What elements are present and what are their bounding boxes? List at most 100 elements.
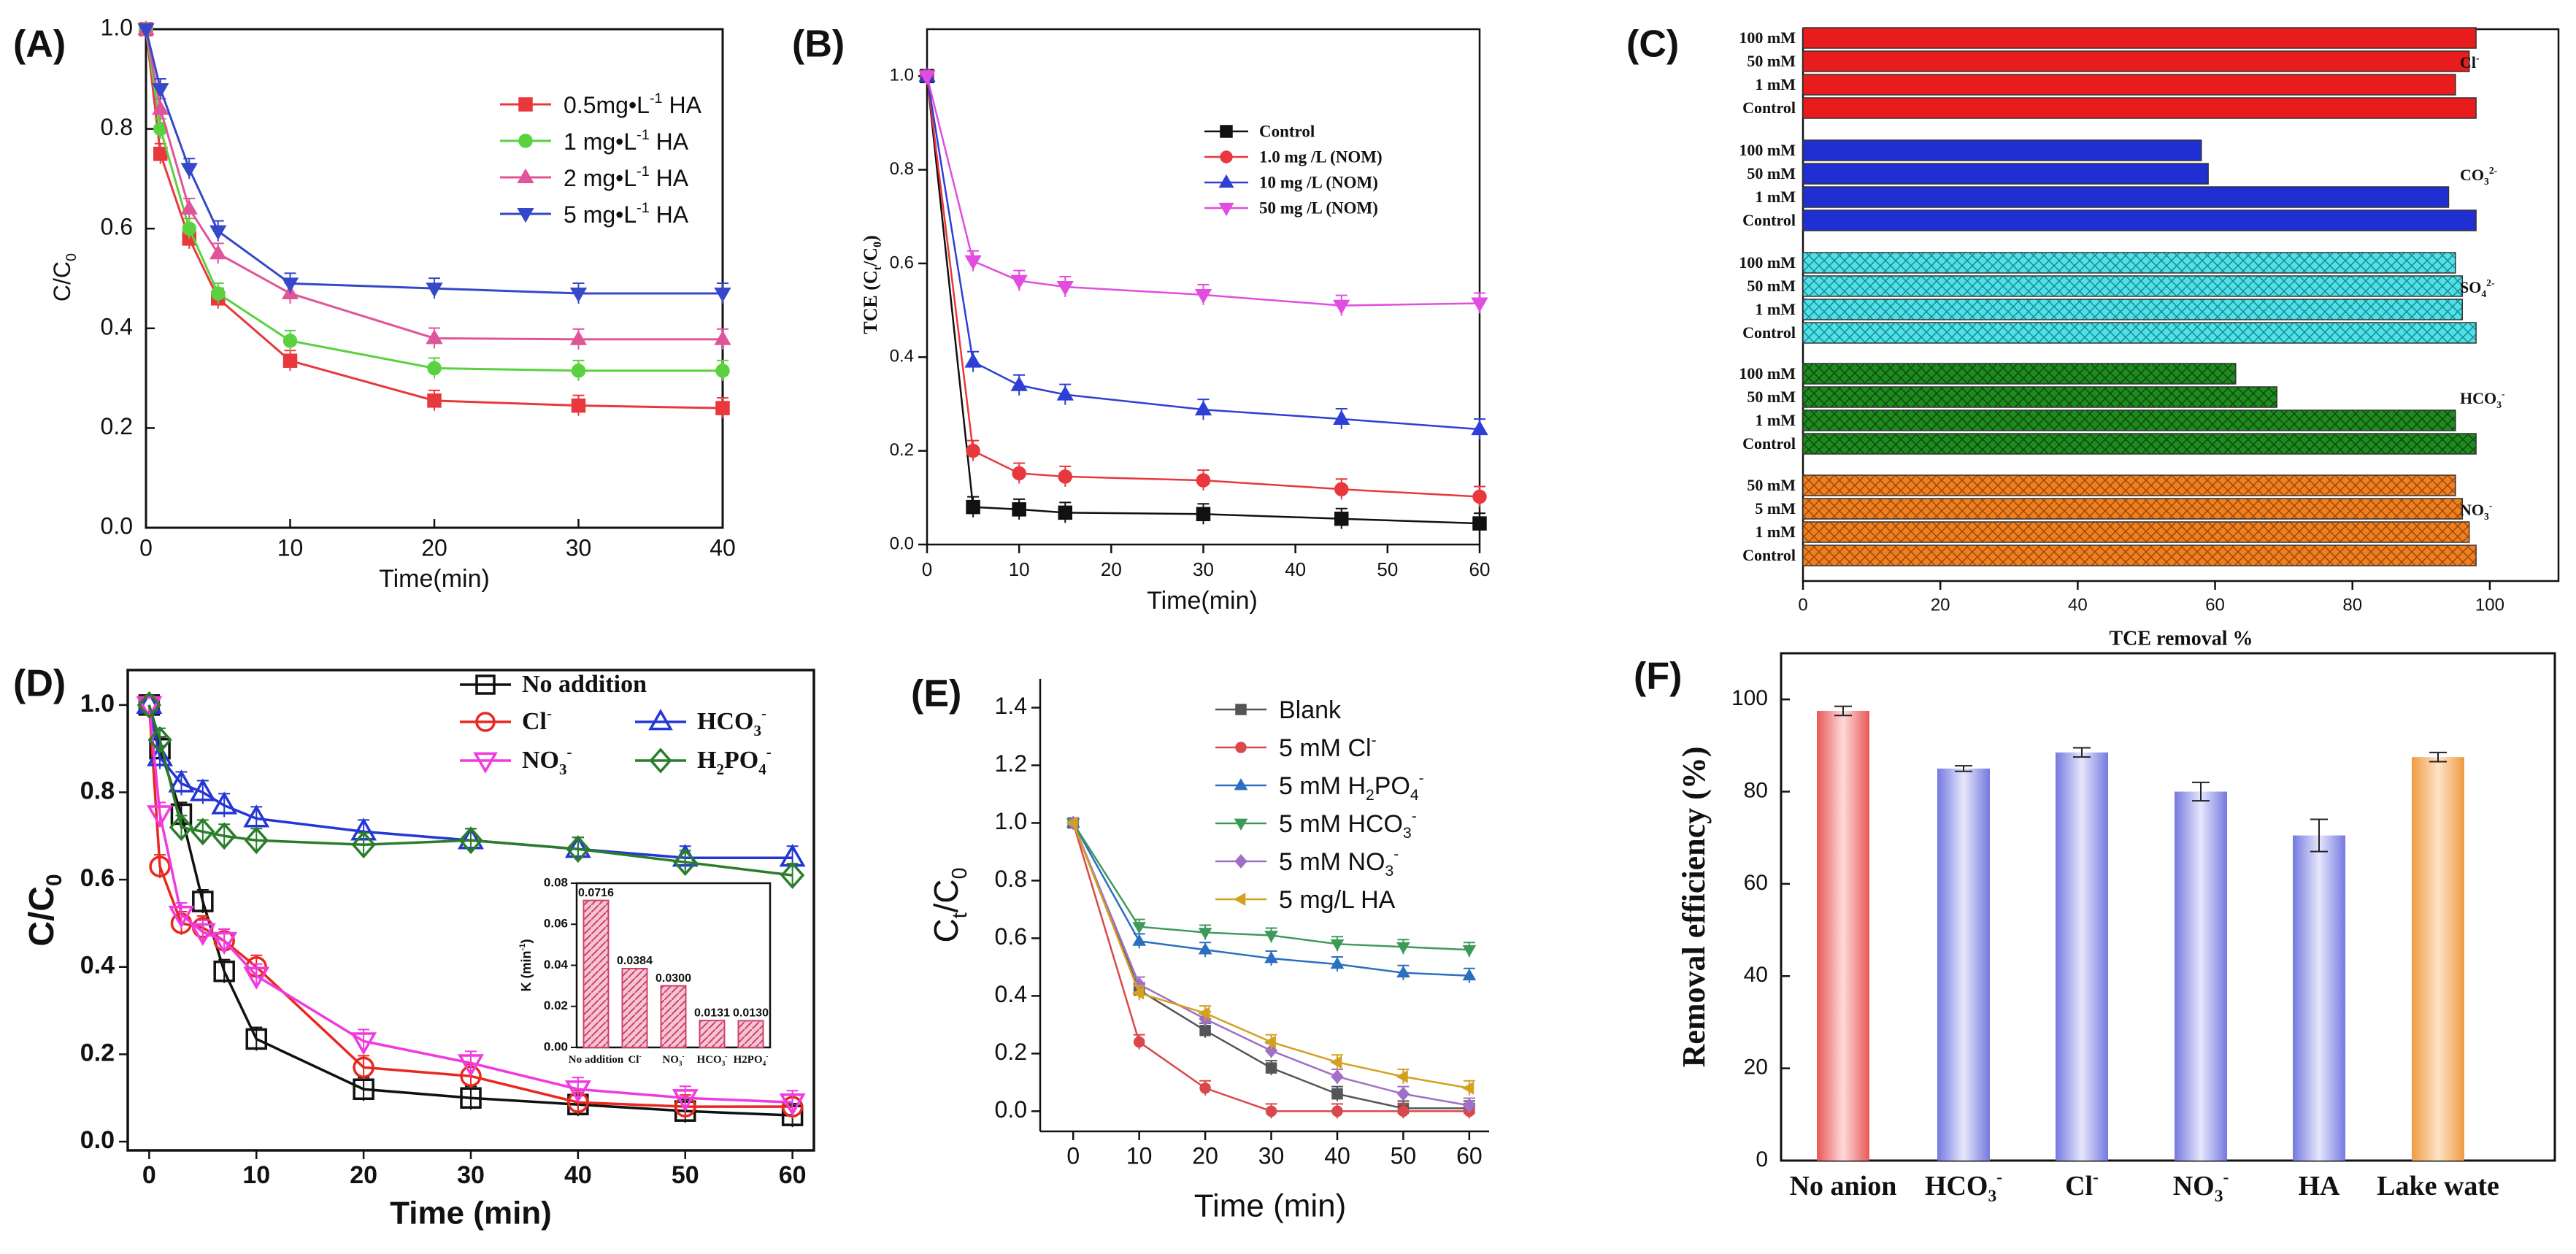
series-line	[145, 28, 723, 372]
data-point	[966, 499, 980, 515]
x-axis-title: Time (min)	[1194, 1188, 1347, 1224]
text-span: HCO	[2460, 389, 2496, 407]
x-tick-label: 10	[1009, 558, 1030, 580]
data-point	[282, 353, 298, 368]
data-point	[353, 1056, 374, 1079]
text-span: -	[1393, 846, 1399, 863]
text-span: -	[547, 704, 552, 722]
legend-label: 5 mg•L-1 HA	[564, 200, 689, 228]
text-span: 3	[1988, 1187, 1996, 1206]
text-span: 2-	[2489, 165, 2498, 176]
data-point	[427, 393, 442, 408]
x-tick-label: 60	[1469, 558, 1491, 580]
legend-marker	[517, 208, 534, 223]
y-tick-label: 1.0	[995, 808, 1027, 834]
y-tick-label: 1.0	[80, 690, 115, 718]
y-tick-label: 0.6	[890, 253, 914, 272]
text-span: Cl	[522, 708, 547, 735]
x-tick-label: 40	[710, 534, 736, 561]
x-axis-title: Time (min)	[390, 1196, 552, 1231]
legend-marker	[1235, 742, 1247, 753]
y-tick-label: 0.2	[995, 1039, 1027, 1065]
x-tick-label: 50	[1377, 558, 1398, 580]
text-span: HCO	[697, 708, 753, 735]
legend-marker	[648, 709, 673, 731]
data-point	[1265, 1105, 1277, 1118]
x-tick-label: 0	[139, 534, 153, 561]
x-tick-label: NO3-	[2173, 1168, 2229, 1206]
legend-marker	[1234, 893, 1246, 906]
x-tick-label: HCO3-	[1925, 1168, 2002, 1206]
bar-group-4: 50 mM 5 mM 1 mM Control NO3-	[1742, 474, 2493, 566]
panel-label: (E)	[911, 673, 961, 715]
inset-x-tick-label: Cl-	[628, 1053, 641, 1066]
inset-bar	[583, 899, 610, 1048]
data-point	[1264, 1035, 1276, 1049]
bar	[1802, 97, 2477, 119]
bar-group-3: 100 mM 50 mM 1 mM Control HCO3-	[1739, 363, 2505, 455]
panel-label: (C)	[1626, 23, 1679, 66]
series-4	[137, 691, 805, 890]
data-point	[209, 225, 227, 240]
text-span: -	[2502, 388, 2505, 399]
data-point	[715, 401, 730, 415]
bar	[1802, 545, 2477, 566]
x-tick-label: 100	[2475, 595, 2504, 615]
x-tick-label: 80	[2342, 595, 2362, 615]
series-1	[1067, 817, 1475, 1119]
y-axis-title: C/C0	[23, 874, 67, 946]
bar	[1802, 74, 2456, 96]
data-point	[1264, 1043, 1278, 1058]
x-tick-label: 20	[421, 534, 447, 561]
series-line	[926, 75, 1480, 431]
series-line	[145, 28, 723, 341]
text-span: 0.5mg•L	[564, 92, 650, 118]
text-span: 5 mg•L	[564, 201, 637, 228]
text-span: -	[567, 743, 572, 761]
text-span: Cl	[2065, 1171, 2093, 1201]
data-point	[147, 726, 172, 754]
data-point	[1331, 1069, 1344, 1084]
x-tick-label: 50	[1391, 1142, 1417, 1169]
text-span: )	[860, 235, 881, 242]
data-point	[1462, 945, 1477, 958]
legend-label: Blank	[1279, 696, 1342, 724]
x-tick-label: 40	[1324, 1142, 1350, 1169]
text-span: No anion	[1790, 1171, 1897, 1201]
bar-category-label: 100 mM	[1739, 28, 1796, 47]
group-ion-label: CO32-	[2460, 165, 2498, 187]
data-point	[1265, 1062, 1277, 1074]
data-point	[245, 1028, 267, 1050]
data-point	[1010, 376, 1028, 391]
series-1	[920, 69, 1487, 507]
bar	[1802, 50, 2470, 72]
text-span: -	[1412, 808, 1417, 825]
data-point	[1330, 939, 1345, 952]
bar-category-label: 100 mM	[1739, 364, 1796, 382]
series-0	[920, 69, 1487, 534]
text-span: No addition	[569, 1054, 624, 1066]
bar	[1817, 710, 1869, 1161]
data-point	[1133, 1036, 1145, 1048]
data-point	[1196, 473, 1211, 488]
inset-x-tick-label: H2PO4-	[734, 1053, 769, 1068]
text-span: HCO	[697, 1054, 722, 1066]
legend-label: NO3-	[522, 743, 572, 778]
bar	[1802, 252, 2456, 274]
y-tick-label: 0.4	[890, 347, 914, 366]
bar-group-2: 100 mM 50 mM 1 mM Control SO42-	[1739, 252, 2495, 344]
bar-category-label: 1 mM	[1755, 523, 1796, 541]
bar-category-label: 100 mM	[1739, 253, 1796, 272]
legend-marker	[1220, 125, 1233, 138]
data-point	[1012, 502, 1026, 517]
group-ion-label: SO42-	[2460, 277, 2495, 299]
data-point	[1056, 385, 1074, 401]
y-tick-label: 0.6	[80, 864, 115, 892]
data-point	[779, 1093, 806, 1117]
data-point	[243, 966, 270, 990]
data-point	[780, 861, 805, 890]
data-point	[1194, 288, 1212, 304]
text-span: No addition	[522, 671, 647, 698]
y-tick-label: 0.4	[101, 313, 133, 339]
x-tick-label: 10	[277, 534, 304, 561]
